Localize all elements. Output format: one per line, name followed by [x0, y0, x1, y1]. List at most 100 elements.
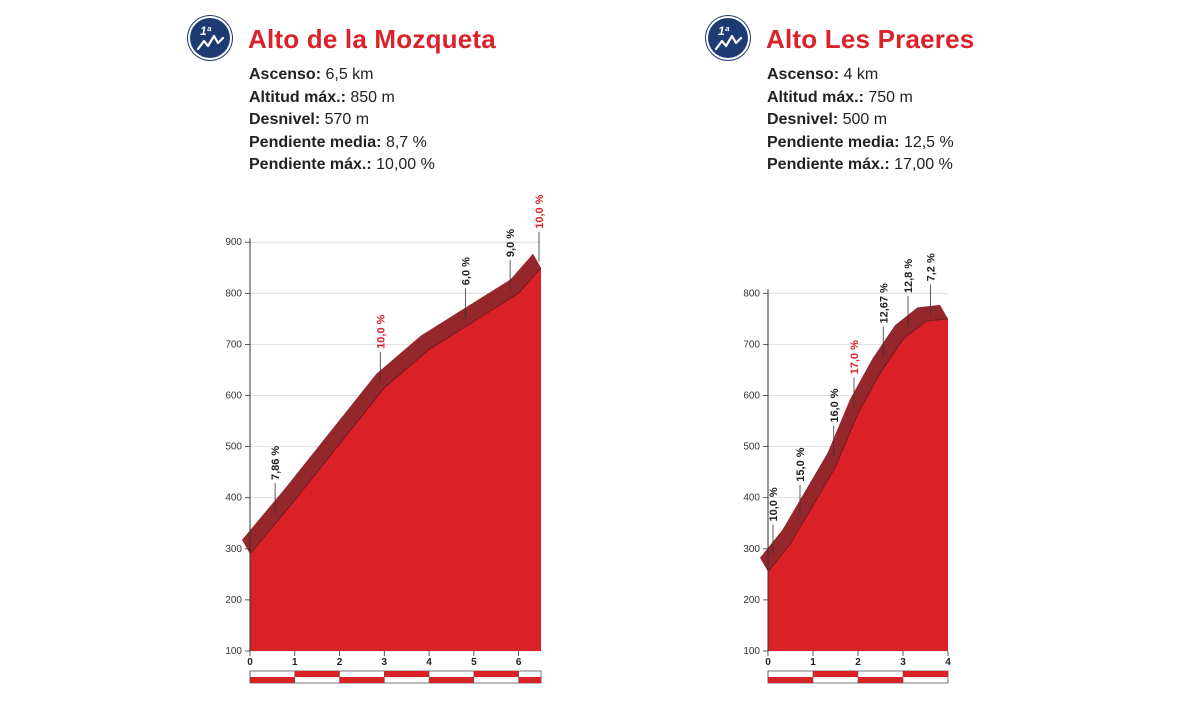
profile-edge [242, 253, 541, 554]
profile-area [250, 267, 541, 651]
profile-area [768, 318, 948, 651]
stat-max-altitude: Altitud máx.: 850 m [249, 87, 435, 110]
gradient-label: 15,0 % [795, 447, 807, 481]
y-tick-label: 800 [743, 288, 760, 299]
y-tick-label: 400 [225, 493, 242, 504]
y-tick-label: 300 [225, 544, 242, 555]
y-tick-label: 100 [743, 646, 760, 657]
elevation-profile-chart: 100 200 300 400 500 600 700 800 0 1 2 3 4 10,0 % 15,0 … [743, 253, 951, 684]
mountain-icon: 1ª [196, 24, 225, 51]
y-tick-label: 900 [225, 237, 242, 248]
km-scale-segment [339, 677, 385, 683]
profile-edge [760, 304, 948, 572]
category-badge: 1ª [708, 18, 748, 58]
gradient-label: 12,67 % [878, 283, 890, 324]
km-scale-segment [294, 671, 340, 677]
stat-elevation-gain: Desnivel: 500 m [767, 109, 954, 132]
stat-value: 570 m [324, 111, 370, 128]
km-scale-segment [384, 671, 430, 677]
y-tick-label: 300 [743, 544, 760, 555]
x-tick-label: 0 [247, 657, 253, 668]
y-tick-label: 500 [743, 442, 760, 453]
km-scale-segment [858, 677, 903, 683]
x-tick-label: 0 [765, 657, 771, 668]
stat-label: Pendiente máx.: [249, 156, 372, 173]
x-tick-label: 4 [426, 657, 432, 668]
stat-value: 850 m [350, 88, 395, 106]
y-tick-label: 200 [743, 595, 760, 606]
x-tick-label: 3 [382, 657, 388, 668]
gradient-label: 10,0 % [375, 314, 387, 348]
km-scale-segment [903, 671, 948, 677]
y-tick-label: 100 [225, 646, 242, 657]
stat-value: 750 m [868, 88, 913, 106]
stat-label: Pendiente media: [249, 133, 382, 151]
profile-line [249, 267, 542, 555]
climb-title: Alto de la Mozqueta [248, 24, 496, 54]
y-tick-label: 700 [743, 339, 760, 350]
climb-stats: Ascenso: 4 km Altitud máx.: 750 m Desniv… [767, 64, 954, 177]
y-tick-label: 500 [225, 442, 242, 453]
stat-max-altitude: Altitud máx.: 750 m [767, 87, 954, 110]
mountain-icon: 1ª [714, 24, 743, 51]
stat-ascent: Ascenso: 4 km [767, 64, 954, 87]
km-scale-segment [768, 677, 813, 683]
y-tick-label: 400 [743, 493, 760, 504]
stat-elevation-gain: Desnivel: 570 m [249, 109, 435, 132]
stat-value: 500 m [842, 111, 888, 128]
climb-panel: 1ª Alto Les Praeres Ascenso: 4 km Altitu… [708, 0, 1200, 710]
km-scale-segment [473, 671, 519, 677]
stat-label: Ascenso: [249, 66, 322, 83]
category-badge: 1ª [190, 18, 230, 58]
km-scale-segment [429, 677, 474, 683]
stat-max-gradient: Pendiente máx.: 17,00 % [767, 154, 954, 177]
km-scale-segment [250, 677, 295, 683]
stat-value: 12,5 % [903, 133, 954, 151]
y-tick-label: 600 [225, 391, 242, 402]
stat-value: 4 km [843, 66, 879, 83]
km-scale-segment [518, 677, 541, 683]
x-tick-label: 5 [471, 657, 477, 668]
climb-title: Alto Les Praeres [766, 24, 975, 54]
stat-value: 17,00 % [894, 156, 953, 173]
stat-average-gradient: Pendiente media: 8,7 % [249, 132, 435, 155]
gradient-label: 10,0 % [768, 487, 780, 521]
category-label: 1ª [718, 24, 730, 38]
gradient-label: 10,0 % [534, 195, 546, 229]
x-tick-label: 4 [945, 657, 951, 668]
stat-label: Desnivel: [767, 111, 839, 128]
km-scale-segment [813, 671, 858, 677]
climb-panel: 1ª Alto de la Mozqueta Ascenso: 6,5 km A… [190, 0, 710, 710]
gradient-label: 12,8 % [903, 259, 915, 293]
y-tick-label: 200 [225, 595, 242, 606]
stat-average-gradient: Pendiente media: 12,5 % [767, 132, 954, 155]
x-tick-label: 6 [516, 657, 522, 668]
stat-value: 8,7 % [385, 133, 427, 151]
gradient-label: 6,0 % [460, 257, 472, 285]
y-tick-label: 700 [225, 339, 242, 350]
x-tick-label: 1 [810, 657, 816, 668]
elevation-profile-chart: 100 200 300 400 500 600 700 800 900 0 1 2 3 4 5 6 7,86 %… [225, 195, 546, 684]
stat-label: Pendiente máx.: [767, 156, 890, 173]
stat-label: Ascenso: [767, 66, 840, 83]
y-tick-label: 800 [225, 288, 242, 299]
stat-value: 10,00 % [376, 156, 435, 173]
gradient-label: 7,2 % [926, 253, 938, 281]
gradient-label: 17,0 % [849, 340, 861, 374]
stat-label: Altitud máx.: [767, 88, 864, 106]
stat-max-gradient: Pendiente máx.: 10,00 % [249, 154, 435, 177]
stat-label: Desnivel: [249, 111, 321, 128]
x-tick-label: 1 [292, 657, 298, 668]
gradient-label: 9,0 % [505, 229, 517, 257]
gradient-label: 7,86 % [270, 446, 282, 480]
climb-stats: Ascenso: 6,5 km Altitud máx.: 850 m Desn… [249, 64, 435, 177]
gradient-label: 16,0 % [829, 388, 841, 422]
x-tick-label: 2 [855, 657, 861, 668]
profile-line [767, 318, 949, 573]
stat-ascent: Ascenso: 6,5 km [249, 64, 435, 87]
stat-label: Altitud máx.: [249, 88, 346, 106]
stat-label: Pendiente media: [767, 133, 900, 151]
y-tick-label: 600 [743, 391, 760, 402]
category-label: 1ª [200, 24, 212, 38]
x-tick-label: 2 [337, 657, 343, 668]
